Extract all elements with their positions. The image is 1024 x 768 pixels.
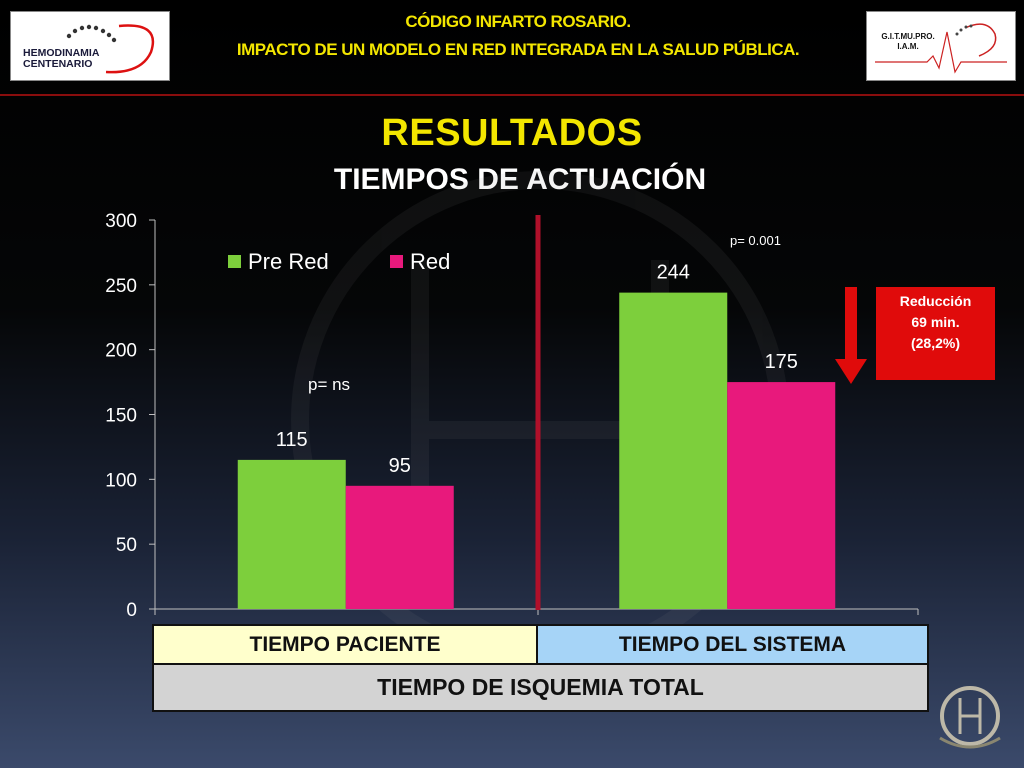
y-tick-label: 300	[105, 211, 137, 232]
header-line-1: CÓDIGO INFARTO ROSARIO.	[405, 12, 631, 31]
slide-title: RESULTADOS	[381, 112, 643, 154]
reduction-line-3: (28,2%)	[910, 335, 961, 351]
cell-tiempo-sistema: TIEMPO DEL SISTEMA	[538, 626, 927, 665]
y-tick-label: 100	[105, 470, 137, 491]
y-tick-label: 200	[105, 341, 137, 362]
gitmupro-logo: G.I.T.MU.PRO. I.A.M.	[866, 11, 1016, 81]
down-arrow-icon	[835, 287, 867, 384]
logo-right-text: G.I.T.MU.PRO. I.A.M.	[881, 32, 935, 51]
logo-left-text: HEMODINAMIA CENTENARIO	[23, 47, 100, 70]
data-labels: 115 95 244 175	[276, 262, 798, 477]
bar	[727, 382, 836, 609]
data-label: 175	[765, 351, 798, 373]
reduction-line-2: 69 min.	[911, 314, 960, 330]
bars	[237, 292, 836, 609]
spine-graphic	[66, 24, 117, 43]
reduction-callout: Reducción 69 min. (28,2%)	[876, 287, 995, 380]
bar	[345, 485, 454, 609]
bar	[619, 292, 728, 609]
data-label: 115	[276, 429, 308, 451]
header-divider	[0, 94, 1024, 96]
legend-swatch	[228, 255, 241, 268]
slide-subtitle: TIEMPOS DE ACTUACIÓN	[333, 163, 707, 196]
p-left-label: p= ns	[308, 375, 350, 394]
hemodinamia-logo: HEMODINAMIA CENTENARIO	[10, 11, 170, 81]
cell-tiempo-isquemia: TIEMPO DE ISQUEMIA TOTAL	[154, 665, 927, 710]
data-label: 244	[657, 262, 690, 284]
legend-swatch	[390, 255, 403, 268]
data-label: 95	[389, 455, 411, 477]
y-tick-label: 150	[105, 406, 137, 427]
reduction-line-1: Reducción	[899, 293, 972, 309]
legend-label: Pre Red	[248, 249, 329, 274]
legend-label: Red	[410, 249, 450, 274]
time-category-table: TIEMPO PACIENTE TIEMPO DEL SISTEMA TIEMP…	[152, 624, 929, 712]
header-line-2: IMPACTO DE UN MODELO EN RED INTEGRADA EN…	[236, 40, 800, 59]
bar	[237, 459, 346, 609]
legend: Pre Red Red	[228, 249, 450, 274]
y-tick-label: 250	[105, 276, 137, 297]
cell-tiempo-paciente: TIEMPO PACIENTE	[154, 626, 538, 665]
crest-emblem-icon	[939, 686, 1001, 749]
y-tick-label: 50	[116, 535, 137, 556]
y-tick-label: 0	[126, 600, 137, 621]
p-right-label: p= 0.001	[730, 233, 781, 248]
